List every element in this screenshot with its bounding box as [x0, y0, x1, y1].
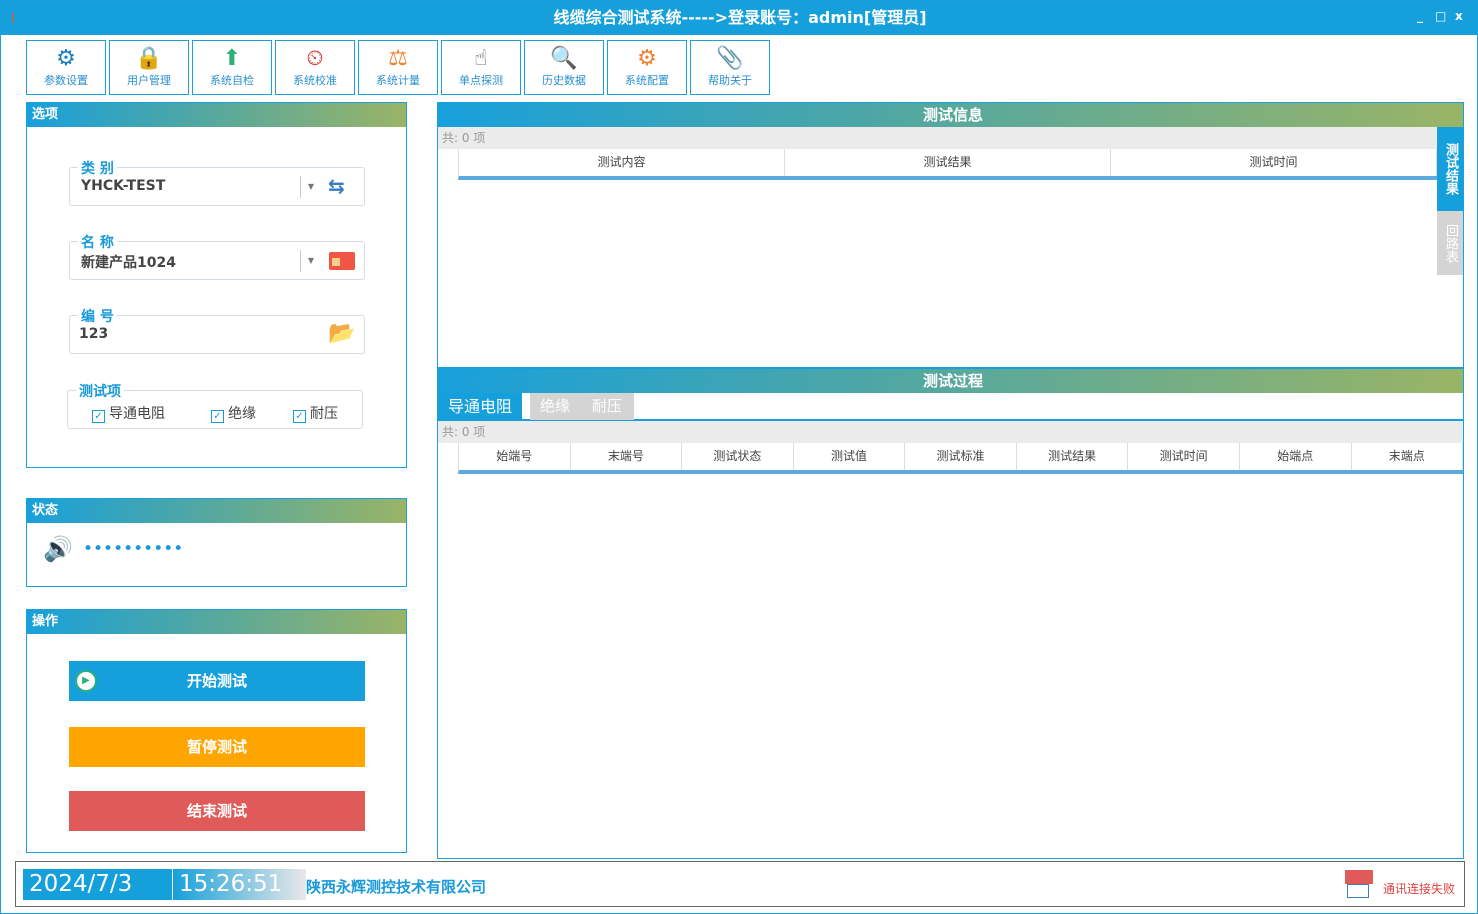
- category-field[interactable]: 类 别 YHCK-TEST ▼ ⇆: [69, 158, 365, 206]
- app-icon: ⋮: [7, 11, 19, 25]
- name-value: 新建产品1024: [81, 255, 176, 271]
- divider: [438, 367, 1463, 370]
- checkbox-insulation[interactable]: ✓ 绝缘: [211, 403, 256, 423]
- category-value: YHCK-TEST: [81, 178, 166, 194]
- pause-test-button[interactable]: 暂停测试: [69, 727, 365, 767]
- stop-test-button[interactable]: 结束测试: [69, 791, 365, 831]
- chevron-down-icon[interactable]: ▼: [300, 250, 314, 272]
- tab-test-results[interactable]: 测试结果: [1437, 127, 1463, 211]
- scale-icon: ⏲: [306, 46, 324, 71]
- chart-up-icon: ⬆: [222, 46, 242, 71]
- name-label: 名 称: [78, 232, 117, 252]
- toolbar-button-6[interactable]: ☝ 单点探测: [441, 40, 521, 95]
- column-header[interactable]: 测试时间: [1111, 149, 1437, 176]
- lock-key-icon: 🔒: [135, 46, 163, 71]
- touch-icon: ☝: [474, 46, 488, 71]
- toolbar-button-1[interactable]: ⚙ 参数设置: [26, 40, 106, 95]
- operations-panel: 操作 ▶ 开始测试 暂停测试 结束测试: [26, 609, 407, 853]
- connection-status-icon: [1345, 870, 1373, 884]
- status-bar: 2024/7/3 15:26:51 陕西永辉测控技术有限公司 通讯连接失败: [15, 861, 1465, 907]
- gear-icon: ⚙: [56, 46, 76, 71]
- paperclip-icon: 📎: [716, 46, 744, 71]
- check-icon: ✓: [211, 410, 224, 423]
- test-process-header: 测试过程: [438, 369, 1463, 393]
- toolbar-button-8[interactable]: ⚙ 系统配置: [607, 40, 687, 95]
- column-header[interactable]: 末端点: [1352, 443, 1464, 470]
- column-header[interactable]: 测试结果: [1017, 443, 1129, 470]
- test-items-group: 测试项 ✓ 导通电阻 ✓ 绝缘 ✓ 耐压: [67, 381, 363, 429]
- folder-open-icon[interactable]: 📂: [328, 321, 356, 346]
- test-process-count: 共: 0 项: [438, 421, 1463, 443]
- toolbar-button-5[interactable]: ⚖ 系统计量: [358, 40, 438, 95]
- status-header: 状态: [27, 499, 406, 523]
- toolbar-button-2[interactable]: 🔒 用户管理: [109, 40, 189, 95]
- chevron-down-icon[interactable]: ▼: [300, 176, 314, 198]
- number-label: 编 号: [78, 306, 117, 326]
- test-info-table: 共: 0 项 测试内容 测试结果 测试时间: [438, 127, 1437, 180]
- process-tabs: 导通电阻 绝缘 耐压: [438, 393, 1463, 421]
- product-card-icon[interactable]: [329, 252, 355, 270]
- maximize-button[interactable]: □: [1435, 9, 1447, 23]
- start-test-button[interactable]: ▶ 开始测试: [69, 661, 365, 701]
- column-header[interactable]: 测试内容: [459, 149, 785, 176]
- category-label: 类 别: [78, 158, 117, 178]
- connection-status: 通讯连接失败: [1383, 882, 1456, 896]
- test-process-section: 测试过程 导通电阻 绝缘 耐压 共: 0 项 始端号 末端号 测试状态 测试值 测试标准…: [438, 369, 1464, 474]
- column-header[interactable]: 测试时间: [1128, 443, 1240, 470]
- tab-withstand[interactable]: 耐压: [582, 393, 634, 420]
- results-container: 测试信息 共: 0 项 测试内容 测试结果 测试时间 测试结果 回路表 测试过程 导…: [437, 102, 1464, 859]
- config-icon: ⚙: [637, 46, 657, 71]
- column-header[interactable]: 始端点: [1240, 443, 1352, 470]
- tab-insulation[interactable]: 绝缘: [530, 393, 582, 420]
- minimize-button[interactable]: _: [1417, 9, 1423, 23]
- status-panel: 状态 🔊 ••••••••••: [26, 498, 407, 587]
- check-icon: ✓: [293, 410, 306, 423]
- test-process-columns: 始端号 末端号 测试状态 测试值 测试标准 测试结果 测试时间 始端点 末端点: [458, 443, 1464, 474]
- check-icon: ✓: [92, 410, 105, 423]
- checkbox-withstand[interactable]: ✓ 耐压: [293, 403, 338, 423]
- window-title: 线缆综合测试系统----->登录账号：admin[管理员]: [553, 8, 927, 27]
- date-display: 2024/7/3: [23, 869, 172, 900]
- company-name: 陕西永辉测控技术有限公司: [306, 878, 487, 896]
- column-header[interactable]: 测试状态: [682, 443, 794, 470]
- speaker-icon: 🔊: [43, 535, 73, 563]
- number-field[interactable]: 编 号 123 📂: [69, 306, 365, 354]
- options-panel: 选项 类 别 YHCK-TEST ▼ ⇆ 名 称 新建产品1024 ▼ 编 号 …: [26, 102, 407, 468]
- column-header[interactable]: 末端号: [571, 443, 683, 470]
- operations-header: 操作: [27, 610, 406, 634]
- toolbar-button-4[interactable]: ⏲ 系统校准: [275, 40, 355, 95]
- tab-loop-table[interactable]: 回路表: [1437, 211, 1463, 275]
- options-header: 选项: [27, 103, 406, 127]
- test-info-columns: 测试内容 测试结果 测试时间: [458, 149, 1437, 180]
- monitor-icon: [1347, 884, 1369, 898]
- time-display: 15:26:51: [173, 869, 306, 900]
- tab-continuity[interactable]: 导通电阻: [438, 393, 523, 420]
- test-items-label: 测试项: [76, 381, 124, 401]
- column-header[interactable]: 测试标准: [905, 443, 1017, 470]
- toolbar-button-9[interactable]: 📎 帮助关于: [690, 40, 770, 95]
- play-icon: ▶: [75, 670, 97, 692]
- column-header[interactable]: 测试结果: [785, 149, 1111, 176]
- column-header[interactable]: 始端号: [459, 443, 571, 470]
- toolbar-button-7[interactable]: 🔍 历史数据: [524, 40, 604, 95]
- toolbar-button-3[interactable]: ⬆ 系统自检: [192, 40, 272, 95]
- close-button[interactable]: x: [1455, 9, 1463, 23]
- title-bar: ⋮ 线缆综合测试系统----->登录账号：admin[管理员]: [1, 1, 1478, 35]
- name-field[interactable]: 名 称 新建产品1024 ▼: [69, 232, 365, 280]
- column-header[interactable]: 测试值: [794, 443, 906, 470]
- test-info-count: 共: 0 项: [438, 127, 1437, 149]
- test-info-header: 测试信息: [438, 103, 1463, 127]
- number-value: 123: [79, 326, 109, 342]
- balance-icon: ⚖: [388, 46, 408, 71]
- checkbox-continuity[interactable]: ✓ 导通电阻: [92, 403, 165, 423]
- refresh-icon[interactable]: ⇆: [328, 174, 345, 198]
- status-text: ••••••••••: [83, 539, 184, 559]
- docs-search-icon: 🔍: [550, 46, 578, 71]
